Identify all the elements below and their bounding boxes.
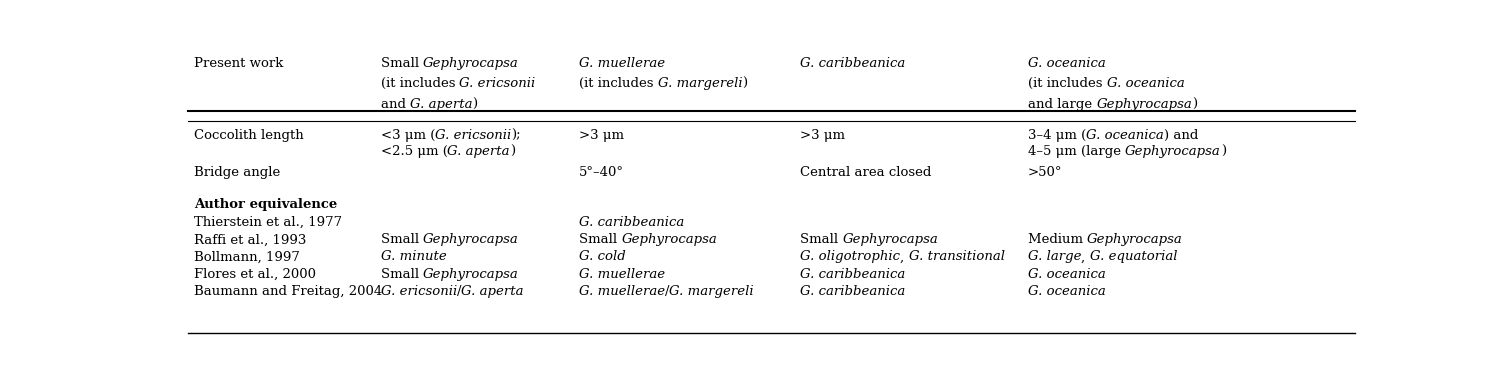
Text: Gephyrocapsa: Gephyrocapsa (843, 233, 939, 246)
Text: Gephyrocapsa: Gephyrocapsa (1126, 145, 1221, 158)
Text: Small: Small (381, 233, 423, 246)
Text: /: / (665, 285, 670, 298)
Text: G. caribbeanica: G. caribbeanica (801, 268, 906, 281)
Text: 5°–40°: 5°–40° (579, 166, 625, 179)
Text: (it includes: (it includes (579, 77, 658, 90)
Text: Central area closed: Central area closed (801, 166, 932, 179)
Text: <2.5 μm (: <2.5 μm ( (381, 145, 447, 158)
Text: and large: and large (1028, 98, 1096, 111)
Text: Coccolith length: Coccolith length (194, 129, 304, 142)
Text: Raffi et al., 1993: Raffi et al., 1993 (194, 233, 307, 246)
Text: ): ) (1192, 98, 1196, 111)
Text: Bridge angle: Bridge angle (194, 166, 280, 179)
Text: G. large: G. large (1028, 250, 1082, 263)
Text: G. ericsonii: G. ericsonii (459, 77, 536, 90)
Text: G. oceanica: G. oceanica (1028, 285, 1106, 298)
Text: and: and (381, 98, 409, 111)
Text: ): ) (1221, 145, 1227, 158)
Text: G. muellerae: G. muellerae (579, 57, 665, 70)
Text: );: ); (512, 129, 521, 142)
Text: G. transitional: G. transitional (909, 250, 1005, 263)
Text: >3 μm: >3 μm (801, 129, 846, 142)
Text: (it includes: (it includes (381, 77, 459, 90)
Text: /: / (458, 285, 462, 298)
Text: G. aperta: G. aperta (447, 145, 510, 158)
Text: 4–5 μm (large: 4–5 μm (large (1028, 145, 1126, 158)
Text: Gephyrocapsa: Gephyrocapsa (423, 233, 519, 246)
Text: G. oceanica: G. oceanica (1087, 129, 1163, 142)
Text: >3 μm: >3 μm (579, 129, 625, 142)
Text: Small: Small (579, 233, 622, 246)
Text: G. oligotrophic: G. oligotrophic (801, 250, 900, 263)
Text: G. aperta: G. aperta (409, 98, 473, 111)
Text: Gephyrocapsa: Gephyrocapsa (622, 233, 716, 246)
Text: G. oceanica: G. oceanica (1028, 268, 1106, 281)
Text: Bollmann, 1997: Bollmann, 1997 (194, 250, 299, 263)
Text: Gephyrocapsa: Gephyrocapsa (423, 268, 519, 281)
Text: (it includes: (it includes (1028, 77, 1106, 90)
Text: Baumann and Freitag, 2004: Baumann and Freitag, 2004 (194, 285, 382, 298)
Text: Present work: Present work (194, 57, 283, 70)
Text: ): ) (473, 98, 477, 111)
Text: G. margereli: G. margereli (670, 285, 754, 298)
Text: Gephyrocapsa: Gephyrocapsa (423, 57, 519, 70)
Text: ): ) (510, 145, 515, 158)
Text: G. oceanica: G. oceanica (1106, 77, 1184, 90)
Text: G. caribbeanica: G. caribbeanica (579, 216, 685, 229)
Text: ) and: ) and (1163, 129, 1198, 142)
Text: G. equatorial: G. equatorial (1090, 250, 1177, 263)
Text: 3–4 μm (: 3–4 μm ( (1028, 129, 1087, 142)
Text: G. cold: G. cold (579, 250, 626, 263)
Text: Small: Small (381, 57, 423, 70)
Text: ,: , (1082, 250, 1090, 263)
Text: >50°: >50° (1028, 166, 1063, 179)
Text: G. oceanica: G. oceanica (1028, 57, 1106, 70)
Text: Thierstein et al., 1977: Thierstein et al., 1977 (194, 216, 342, 229)
Text: G. ericsonii: G. ericsonii (381, 285, 458, 298)
Text: Small: Small (381, 268, 423, 281)
Text: G. aperta: G. aperta (462, 285, 524, 298)
Text: Gephyrocapsa: Gephyrocapsa (1087, 233, 1183, 246)
Text: G. ericsonii: G. ericsonii (435, 129, 512, 142)
Text: G. caribbeanica: G. caribbeanica (801, 285, 906, 298)
Text: Author equivalence: Author equivalence (194, 198, 337, 211)
Text: ): ) (742, 77, 748, 90)
Text: Gephyrocapsa: Gephyrocapsa (1096, 98, 1192, 111)
Text: Flores et al., 2000: Flores et al., 2000 (194, 268, 316, 281)
Text: G. muellerae: G. muellerae (579, 268, 665, 281)
Text: Small: Small (801, 233, 843, 246)
Text: Medium: Medium (1028, 233, 1087, 246)
Text: <3 μm (: <3 μm ( (381, 129, 435, 142)
Text: G. caribbeanica: G. caribbeanica (801, 57, 906, 70)
Text: G. minute: G. minute (381, 250, 447, 263)
Text: ,: , (900, 250, 909, 263)
Text: G. margereli: G. margereli (658, 77, 742, 90)
Text: G. muellerae: G. muellerae (579, 285, 665, 298)
